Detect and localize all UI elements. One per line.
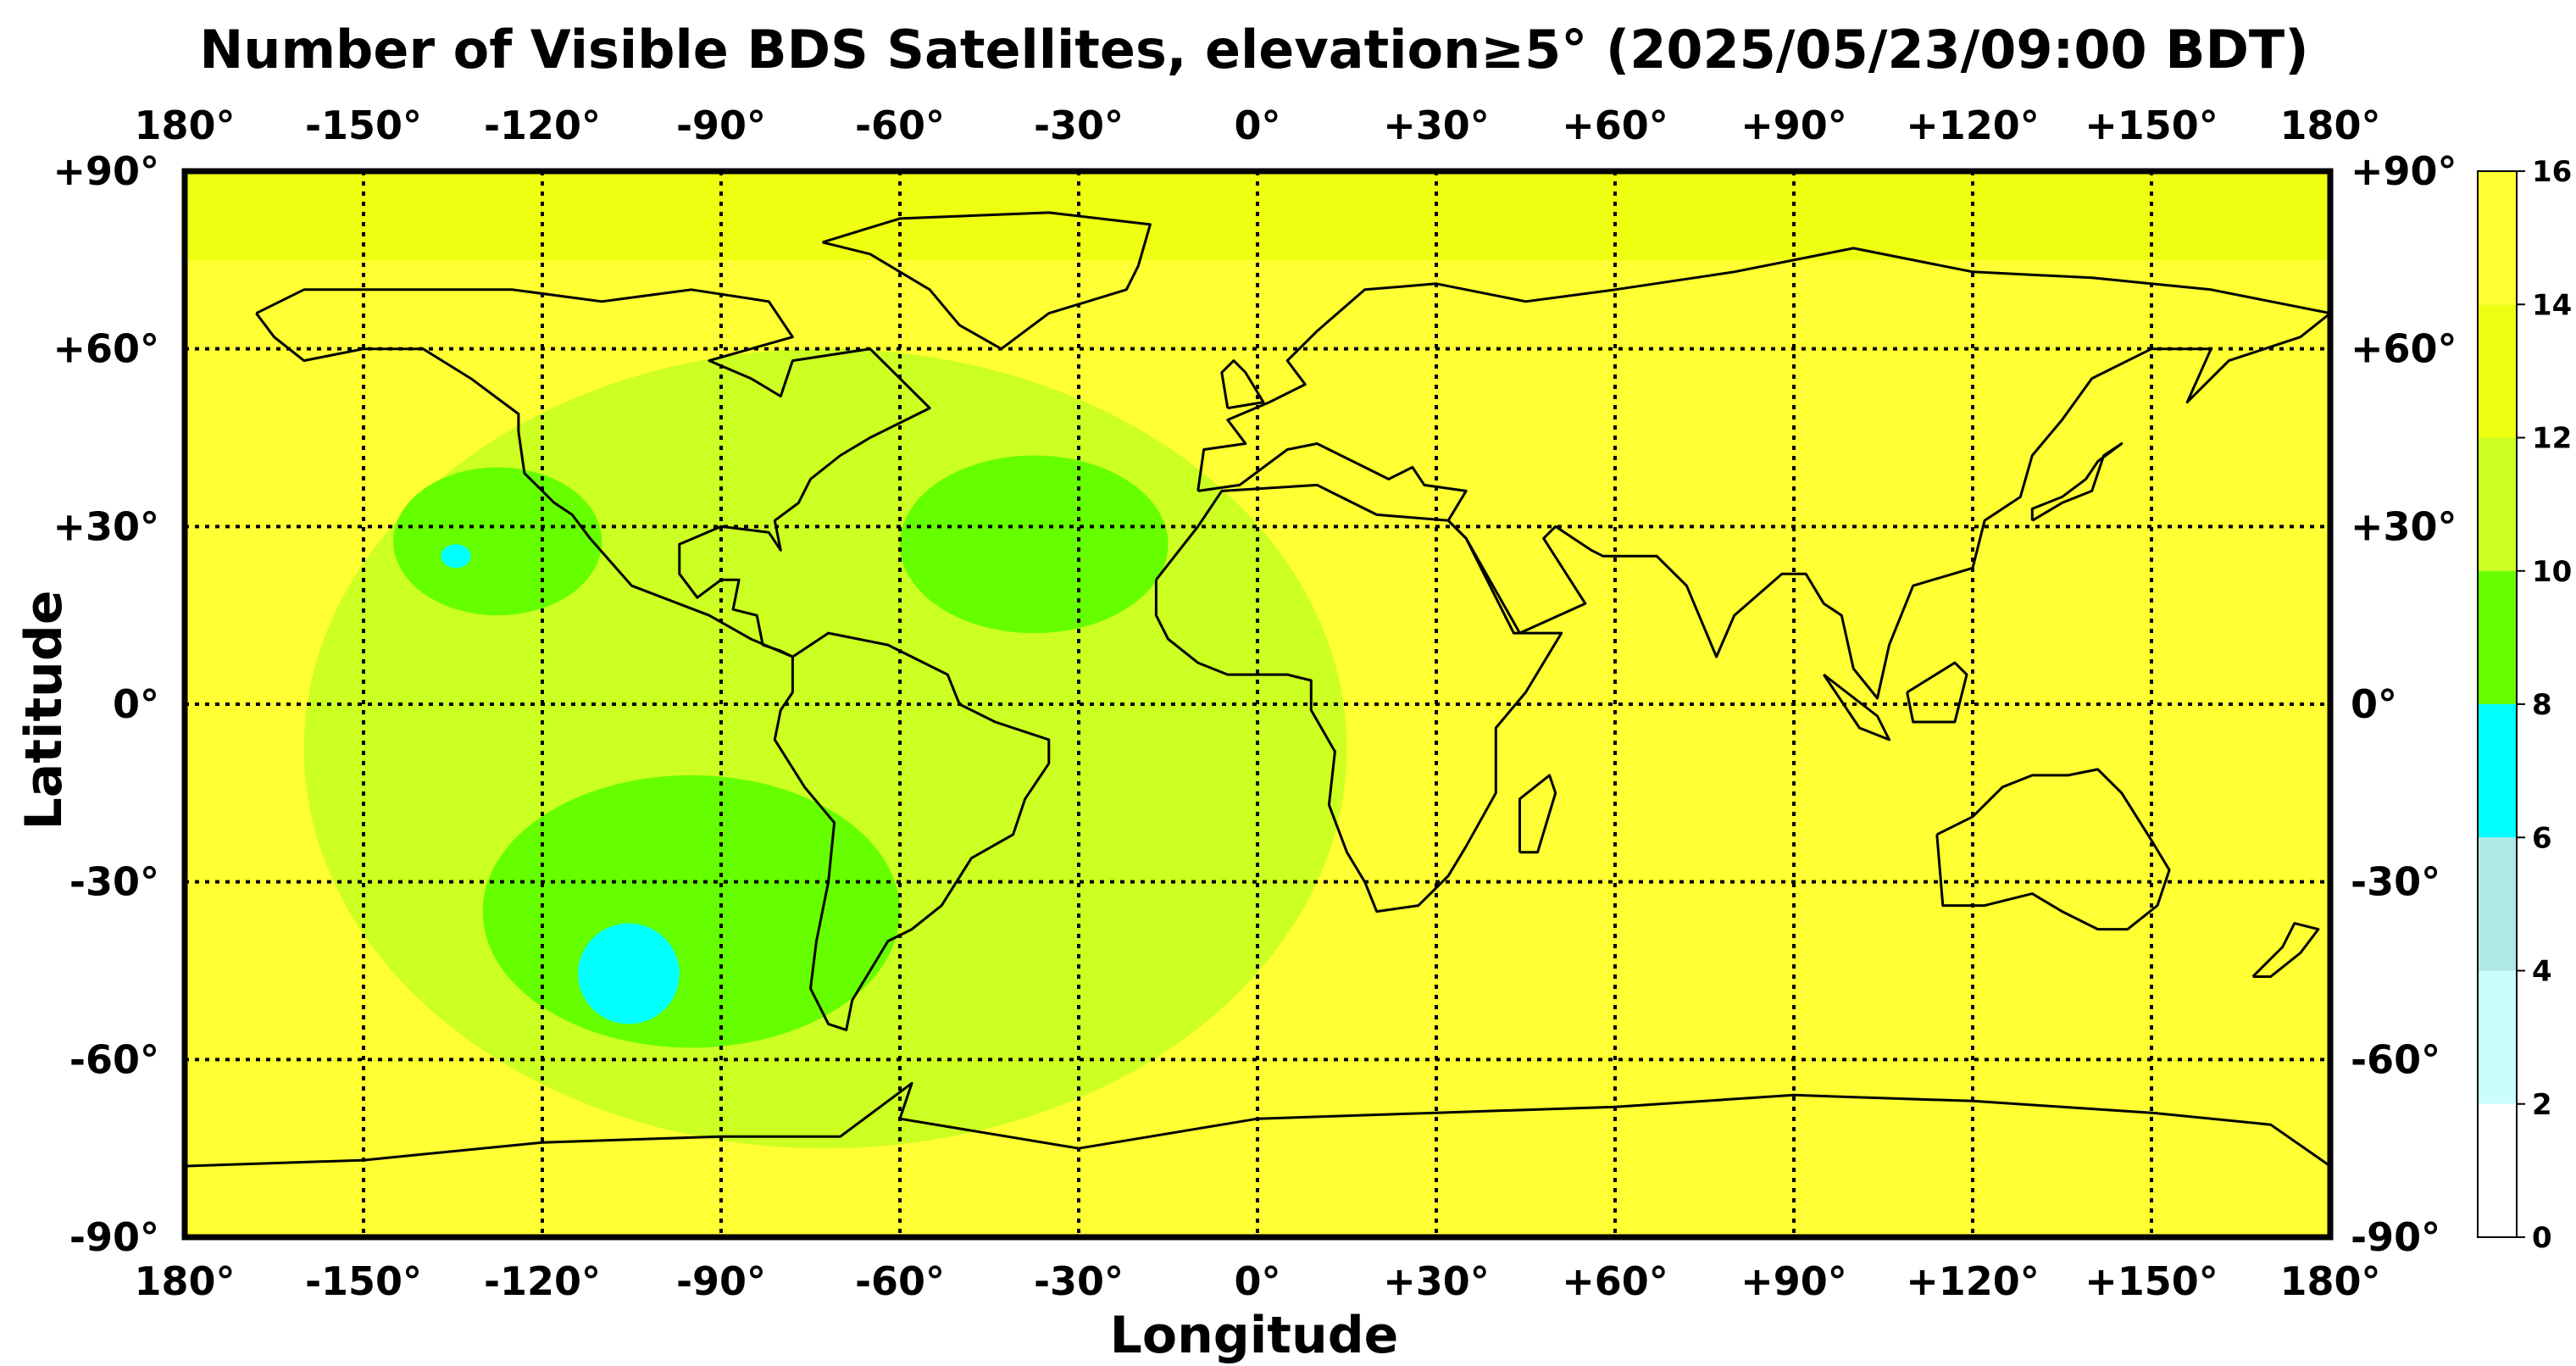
y-tick-label: +30°	[53, 503, 159, 549]
chart-title: Number of Visible BDS Satellites, elevat…	[199, 19, 2308, 81]
y-tick-label: +60°	[2351, 326, 2457, 372]
colorbar-segment	[2478, 304, 2517, 438]
heatmap-region	[393, 467, 602, 616]
y-tick-label: -60°	[2351, 1036, 2440, 1082]
colorbar-tick-label: 6	[2532, 821, 2552, 855]
coastline	[255, 288, 931, 658]
y-tick-label: -90°	[69, 1214, 159, 1260]
colorbar-segment	[2478, 970, 2517, 1104]
colorbar-tick-label: 10	[2532, 555, 2572, 589]
x-tick-label: +90°	[1740, 1258, 1847, 1304]
coastline	[2030, 442, 2124, 522]
colorbar-tick-label: 8	[2532, 688, 2552, 722]
y-tick-label: 0°	[113, 681, 159, 727]
y-tick-label: 0°	[2351, 681, 2397, 727]
x-tick-label: +120°	[1906, 1258, 2040, 1304]
y-tick-label: +90°	[2351, 148, 2457, 194]
y-tick-label: -30°	[2351, 859, 2440, 905]
x-tick-label: -120°	[484, 1258, 601, 1304]
colorbar-segment	[2478, 171, 2517, 305]
y-tick-label: +30°	[2351, 503, 2457, 549]
y-tick-label: -90°	[2351, 1214, 2440, 1260]
heatmap-region	[441, 544, 471, 569]
x-tick-label: 0°	[1234, 1258, 1280, 1304]
coastline	[2251, 922, 2320, 978]
left-latitude-ticks: +90° +60° +30° 0° -30° -60° -90°	[53, 148, 159, 1260]
colorbar-segment	[2478, 837, 2517, 971]
right-latitude-ticks: +90° +60° +30° 0° -30° -60° -90°	[2351, 148, 2457, 1260]
x-tick-label: +60°	[1562, 1258, 1668, 1304]
y-tick-label: +60°	[53, 326, 159, 372]
colorbar-segment	[2478, 437, 2517, 571]
x-tick-label: 0°	[1234, 103, 1280, 148]
x-tick-label: 180°	[134, 103, 235, 148]
x-tick-label: -90°	[676, 1258, 766, 1304]
heatmap-region	[578, 923, 680, 1024]
colorbar-tick-label: 2	[2532, 1088, 2552, 1122]
y-tick-label: -30°	[69, 859, 159, 905]
colorbar-segment	[2478, 1103, 2517, 1237]
colorbar-tick-label: 12	[2532, 422, 2572, 456]
x-tick-label: +60°	[1562, 103, 1668, 148]
colorbar-tick-label: 16	[2532, 155, 2572, 189]
colorbar-segment	[2478, 704, 2517, 838]
x-tick-label: 180°	[2279, 103, 2380, 148]
x-tick-label: -150°	[305, 1258, 422, 1304]
x-tick-label: 180°	[2279, 1258, 2380, 1304]
colorbar-segment	[2478, 570, 2517, 704]
x-axis-label: Longitude	[1110, 1306, 1399, 1365]
heatmap-region	[900, 455, 1169, 634]
x-tick-label: -30°	[1034, 103, 1124, 148]
x-tick-label: -90°	[676, 103, 766, 148]
y-axis-label: Latitude	[14, 590, 74, 830]
coastline	[1935, 768, 2171, 931]
y-tick-label: +90°	[53, 148, 159, 194]
colorbar: 0 2 4 6 8 10 12 14 16	[2477, 155, 2572, 1255]
plot-frame	[181, 168, 2334, 1241]
coastline	[185, 1081, 2330, 1168]
x-tick-label: -60°	[855, 103, 945, 148]
x-tick-label: +120°	[1906, 103, 2040, 148]
x-tick-label: +30°	[1383, 103, 1490, 148]
coastline	[1220, 359, 1265, 410]
top-longitude-ticks: 180° -150° -120° -90° -60° -30° 0° +30° +60° +90°…	[134, 103, 2380, 148]
colorbar-tick-label: 14	[2532, 288, 2572, 322]
coastlines	[185, 211, 2330, 1168]
x-tick-label: -150°	[305, 103, 422, 148]
x-tick-label: +30°	[1383, 1258, 1490, 1304]
bottom-longitude-ticks: 180° -150° -120° -90° -60° -30° 0° +30° +60° +90°…	[134, 1258, 2380, 1304]
x-tick-label: -60°	[855, 1258, 945, 1304]
colorbar-tick-label: 0	[2532, 1221, 2552, 1255]
coastline	[1154, 483, 1563, 913]
coastline	[773, 631, 1051, 1031]
x-tick-label: -30°	[1034, 1258, 1124, 1304]
grid-lines	[185, 171, 2330, 1237]
colorbar-tick-label: 4	[2532, 955, 2552, 989]
coastline	[1822, 673, 1890, 741]
x-tick-label: 180°	[134, 1258, 235, 1304]
heatmap-region	[482, 775, 900, 1048]
x-tick-label: +150°	[2085, 103, 2218, 148]
x-tick-label: +90°	[1740, 103, 1847, 148]
x-tick-label: -120°	[484, 103, 601, 148]
coastline	[1196, 247, 2330, 700]
x-tick-label: +150°	[2085, 1258, 2218, 1304]
coastline	[1906, 661, 1968, 724]
coastline	[1518, 774, 1557, 854]
y-tick-label: -60°	[69, 1036, 159, 1082]
coastline	[822, 211, 1152, 351]
